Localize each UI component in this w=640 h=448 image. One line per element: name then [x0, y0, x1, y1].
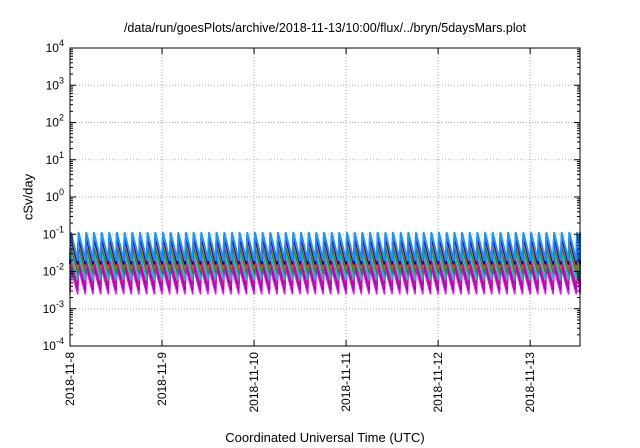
x-axis-label: Coordinated Universal Time (UTC): [225, 430, 425, 445]
chart-title: /data/run/goesPlots/archive/2018-11-13/1…: [123, 21, 527, 35]
y-tick-label: 101: [46, 150, 64, 167]
x-tick-label: 2018-11-9: [155, 352, 169, 406]
y-tick-label: 10-2: [43, 262, 64, 279]
x-tick-label: 2018-11-8: [63, 352, 77, 406]
series-group: [69, 231, 581, 295]
y-tick-label: 100: [46, 187, 64, 204]
y-tick-label: 10-4: [43, 336, 64, 353]
x-tick-label: 2018-11-13: [523, 352, 537, 413]
grid: [70, 48, 580, 346]
y-tick-label: 102: [46, 113, 64, 130]
y-tick-label: 104: [46, 38, 64, 55]
y-tick-label: 10-1: [43, 224, 64, 241]
x-tick-label: 2018-11-12: [431, 352, 445, 413]
y-tick-label: 103: [46, 75, 64, 92]
x-tick-label: 2018-11-10: [247, 352, 261, 413]
series-line: [69, 231, 581, 262]
x-tick-label: 2018-11-11: [339, 352, 353, 412]
y-tick-label: 10-3: [43, 299, 64, 316]
ticks: 10-4 10-3 10-2 10-1 100 101 102 103 104 2018-11-8…: [43, 38, 580, 413]
